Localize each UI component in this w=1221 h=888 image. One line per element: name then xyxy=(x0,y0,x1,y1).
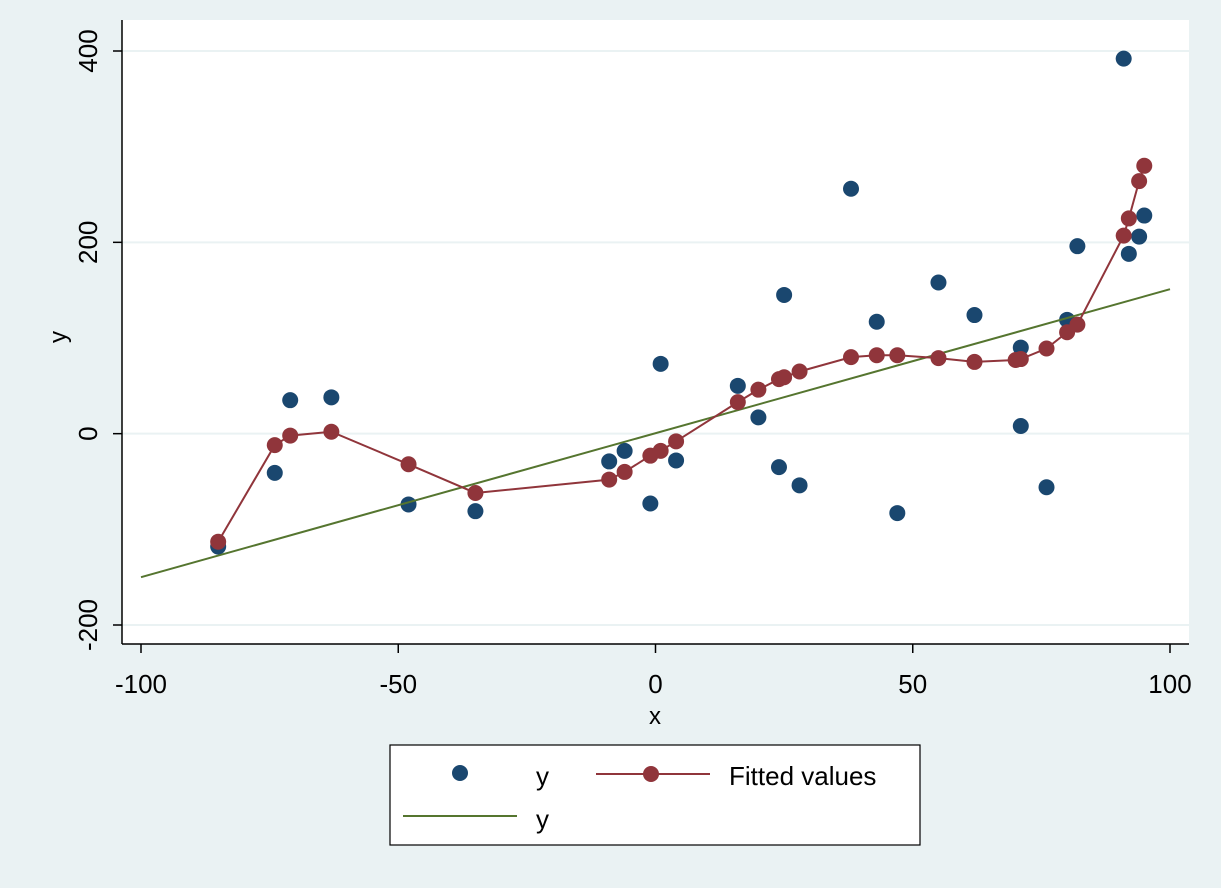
scatter-point xyxy=(770,459,787,476)
fitted-point xyxy=(843,349,860,366)
fitted-point xyxy=(1069,316,1086,333)
fitted-point xyxy=(1115,227,1132,244)
fitted-point xyxy=(1120,210,1137,227)
fitted-point xyxy=(1012,351,1029,368)
scatter-point xyxy=(282,392,299,409)
scatter-point xyxy=(467,503,484,520)
fitted-point xyxy=(889,347,906,364)
x-axis-title: x xyxy=(649,703,661,730)
fitted-point xyxy=(1131,173,1148,190)
legend-label-fitted: Fitted values xyxy=(729,761,876,791)
fitted-point xyxy=(652,442,669,459)
fitted-point xyxy=(668,433,685,450)
scatter-point xyxy=(1012,418,1029,435)
fitted-point xyxy=(1136,157,1153,174)
x-tick-label: 50 xyxy=(898,669,927,699)
fitted-point xyxy=(930,350,947,367)
legend-label-scatter: y xyxy=(536,761,549,791)
scatter-point xyxy=(642,495,659,512)
scatter-point xyxy=(729,377,746,394)
fitted-point xyxy=(266,437,283,454)
fitted-point xyxy=(776,369,793,386)
y-tick-label: 200 xyxy=(73,221,103,264)
x-tick-label: -50 xyxy=(379,669,417,699)
fitted-point xyxy=(616,463,633,480)
scatter-point xyxy=(889,505,906,522)
scatter-point xyxy=(266,464,283,481)
scatter-point xyxy=(1069,238,1086,255)
legend: y Fitted values y xyxy=(389,744,921,846)
y-axis-title: y xyxy=(45,331,72,343)
y-tick-label: 400 xyxy=(73,29,103,72)
fitted-point xyxy=(750,381,767,398)
fitted-point xyxy=(729,394,746,411)
scatter-point xyxy=(652,355,669,372)
scatter-point xyxy=(668,452,685,469)
scatter-point xyxy=(1012,339,1029,356)
scatter-point xyxy=(791,477,808,494)
scatter-point xyxy=(750,409,767,426)
linear-fit-line xyxy=(140,288,1171,579)
scatter-point xyxy=(601,453,618,470)
fitted-point xyxy=(1038,340,1055,357)
y-tick-label: 0 xyxy=(73,426,103,440)
scatter-point xyxy=(868,313,885,330)
x-ticks: -100 -50 0 50 100 xyxy=(115,644,1192,699)
fitted-point xyxy=(966,353,983,370)
fitted-point xyxy=(601,471,618,488)
scatter-point xyxy=(843,180,860,197)
y-tick-label: -200 xyxy=(73,599,103,651)
series-layer xyxy=(140,50,1171,579)
fitted-point xyxy=(323,423,340,440)
fitted-point xyxy=(467,484,484,501)
x-tick-label: 100 xyxy=(1148,669,1191,699)
scatter-point xyxy=(616,442,633,459)
fitted-point xyxy=(400,456,417,473)
legend-marker-scatter xyxy=(452,765,468,781)
scatter-point xyxy=(966,307,983,324)
scatter-point xyxy=(323,389,340,406)
legend-marker-fitted xyxy=(643,766,659,782)
scatter-point xyxy=(1038,479,1055,496)
scatter-point xyxy=(776,286,793,303)
x-tick-label: -100 xyxy=(115,669,167,699)
legend-box xyxy=(389,744,921,846)
scatter-point xyxy=(1136,207,1153,224)
y-ticks: -200 0 200 400 xyxy=(73,29,122,651)
scatter-point xyxy=(1115,50,1132,67)
fitted-point xyxy=(791,363,808,380)
scatter-point xyxy=(1120,245,1137,262)
fitted-point xyxy=(282,427,299,444)
plot-area xyxy=(122,20,1189,644)
x-tick-label: 0 xyxy=(648,669,662,699)
scatter-point xyxy=(930,274,947,291)
legend-label-linear: y xyxy=(536,804,549,834)
fitted-point xyxy=(210,533,227,550)
fitted-point xyxy=(868,347,885,364)
scatter-point xyxy=(1131,228,1148,245)
